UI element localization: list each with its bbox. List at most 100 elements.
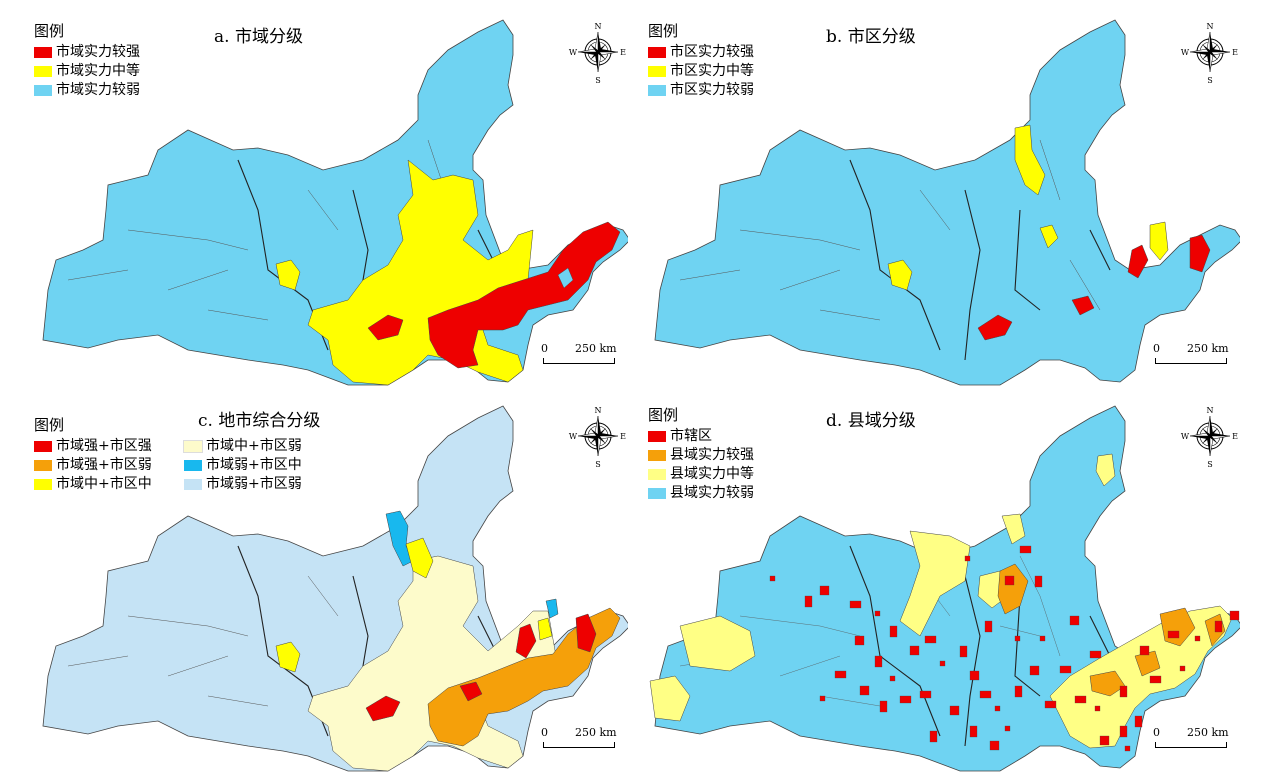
urban-district-patch — [854, 635, 865, 646]
svg-text:S: S — [1207, 460, 1212, 468]
map-a — [8, 10, 628, 390]
medium-counties-region-d — [899, 530, 971, 637]
svg-text:E: E — [620, 48, 626, 57]
panel-c-title: c. 地市综合分级 — [198, 411, 321, 431]
urban-district-patch — [1139, 645, 1150, 656]
urban-district-patch — [959, 645, 968, 658]
legend-a-title: 图例 — [34, 22, 65, 40]
legend-a-item: 市域实力中等 — [34, 62, 140, 81]
legend-swatch — [34, 460, 52, 471]
urban-district-patch — [984, 620, 993, 633]
urban-district-patch — [989, 740, 1000, 751]
legend-swatch — [184, 460, 202, 471]
legend-c: 图例 市域强+市区强 市域中+市区弱 市域强+市区弱 市域弱+市区中 市域中+市… — [34, 416, 334, 494]
urban-district-patch — [819, 585, 830, 596]
legend-swatch — [184, 479, 202, 490]
medium-medium-region-c — [405, 537, 434, 579]
urban-district-patch — [874, 655, 883, 668]
svg-text:E: E — [1232, 48, 1238, 57]
legend-swatch — [648, 47, 666, 58]
legend-b-title: 图例 — [648, 22, 679, 40]
panel-a-city-grading: a. 市域分级 图例 市域实力较强 市域实力中等 市域实力较弱 N S W E … — [8, 10, 628, 390]
urban-district-patch — [1089, 650, 1102, 659]
urban-district-patch — [1014, 635, 1021, 642]
legend-c-title: 图例 — [34, 416, 65, 434]
urban-district-patch — [1179, 665, 1186, 672]
legend-c-item: 市域弱+市区弱 — [184, 475, 334, 494]
legend-b-item: 市区实力中等 — [648, 62, 754, 81]
strong-cities-region-a — [427, 221, 621, 369]
legend-b-item: 市区实力较弱 — [648, 81, 754, 100]
legend-swatch — [34, 85, 52, 96]
svg-text:N: N — [595, 406, 602, 415]
legend-swatch — [648, 431, 666, 442]
urban-district-patch — [804, 595, 813, 608]
urban-district-patch — [819, 695, 826, 702]
legend-swatch — [648, 450, 666, 461]
urban-district-patch — [849, 600, 862, 609]
urban-district-patch — [1074, 695, 1087, 704]
urban-district-patch — [924, 635, 937, 644]
urban-district-patch — [1034, 575, 1043, 588]
svg-text:W: W — [569, 432, 578, 441]
urban-district-patch — [1019, 545, 1032, 554]
map-d — [649, 396, 1240, 776]
legend-swatch — [34, 47, 52, 58]
urban-district-patch — [1119, 685, 1128, 698]
urban-district-patch — [1059, 665, 1072, 674]
map-c — [8, 396, 628, 776]
urban-district-patch — [1124, 745, 1131, 752]
urban-district-patch — [1029, 665, 1040, 676]
urban-district-patch — [994, 705, 1001, 712]
urban-district-patch — [1229, 610, 1240, 621]
panel-b-title: b. 市区分级 — [826, 27, 916, 47]
legend-c-item: 市域强+市区强 — [34, 437, 184, 456]
svg-text:W: W — [1181, 432, 1190, 441]
legend-swatch — [183, 440, 203, 453]
north-arrow-icon: N S W E — [1180, 20, 1240, 85]
legend-c-item: 市域中+市区弱 — [183, 437, 334, 456]
urban-district-patch — [769, 575, 776, 582]
urban-district-patch — [909, 645, 920, 656]
legend-d-item: 县域实力中等 — [648, 465, 754, 484]
legend-swatch — [34, 441, 52, 452]
urban-district-patch — [1099, 735, 1110, 746]
urban-district-patch — [889, 675, 896, 682]
medium-weak-region-c — [307, 555, 557, 772]
urban-district-patch — [1069, 615, 1080, 626]
urban-district-patch — [1094, 705, 1101, 712]
legend-d-item: 县域实力较弱 — [648, 484, 754, 503]
legend-d-item: 县域实力较强 — [648, 446, 754, 465]
urban-district-patch — [874, 610, 881, 617]
legend-c-item: 市域弱+市区中 — [184, 456, 334, 475]
panel-d-county-grading: d. 县域分级 图例 市辖区 县域实力较强 县域实力中等 县域实力较弱 N S … — [620, 396, 1240, 776]
svg-text:S: S — [595, 460, 600, 468]
strong-strong-region-c — [575, 613, 597, 653]
svg-text:N: N — [595, 22, 602, 31]
map-b — [620, 10, 1240, 390]
legend-swatch — [34, 479, 52, 490]
scale-bar: 0 250 km — [1153, 342, 1263, 372]
north-arrow-icon: N S W E — [568, 404, 628, 469]
strong-district-b — [1189, 234, 1211, 273]
urban-district-patch — [859, 685, 870, 696]
legend-swatch — [648, 66, 666, 77]
urban-district-patch — [979, 690, 992, 699]
legend-a-item: 市域实力较强 — [34, 43, 140, 62]
scale-bar: 0 250 km — [1153, 726, 1263, 756]
urban-district-patch — [899, 695, 912, 704]
urban-district-patch — [1134, 715, 1143, 728]
strong-weak-region-c — [427, 607, 621, 747]
north-arrow-icon: N S W E — [1180, 404, 1240, 469]
svg-text:N: N — [1207, 406, 1214, 415]
svg-text:S: S — [1207, 76, 1212, 84]
urban-district-patch — [1167, 630, 1180, 639]
panel-d-title: d. 县域分级 — [826, 411, 916, 431]
legend-d-title: 图例 — [648, 406, 679, 424]
legend-a-item: 市域实力较弱 — [34, 81, 140, 100]
legend-a: 图例 市域实力较强 市域实力中等 市域实力较弱 — [34, 22, 140, 100]
legend-b: 图例 市区实力较强 市区实力中等 市区实力较弱 — [648, 22, 754, 100]
urban-district-patch — [1119, 725, 1128, 738]
urban-district-patch — [1194, 635, 1201, 642]
urban-district-patch — [1039, 635, 1046, 642]
